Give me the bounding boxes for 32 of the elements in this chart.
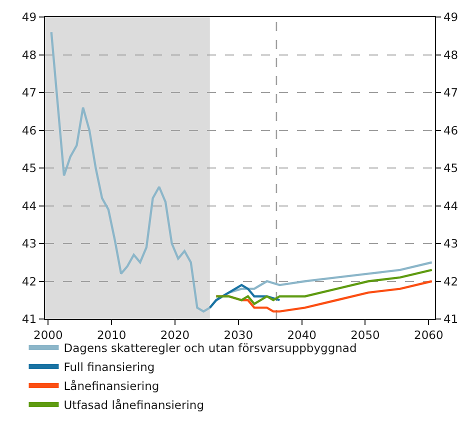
y2-tick-label: 44: [443, 198, 458, 213]
y2-tick-label: 48: [443, 48, 458, 62]
line-series: [50, 31, 433, 313]
x-tick-label: 2050: [350, 328, 380, 342]
y-tick-label: 42: [22, 274, 37, 288]
y2-tick-label: 41: [443, 312, 458, 326]
line-series: [208, 284, 281, 309]
x-tick-label: 2000: [34, 328, 63, 342]
y2-tick-label: 42: [443, 274, 458, 288]
y-tick-label: 41: [22, 312, 37, 326]
legend-label: Utfasad lånefinansiering: [64, 398, 204, 412]
x-tick-label: 2020: [160, 328, 190, 342]
y-tick-label: 46: [22, 123, 37, 138]
y-tick-label: 49: [22, 10, 37, 24]
line-series: [215, 268, 433, 305]
legend-label: Dagens skatteregler och utan försvarsuppbyggnad: [64, 340, 357, 355]
y-tick-label: 47: [22, 86, 37, 100]
y-tick-label: 44: [22, 198, 37, 213]
y2-tick-label: 43: [443, 236, 458, 251]
x-tick-label: 2010: [96, 328, 126, 342]
y2-tick-label: 46: [443, 123, 458, 138]
x-tick-label: 2040: [287, 328, 316, 342]
y2-tick-label: 45: [443, 161, 458, 176]
legend-label: Lånefinansiering: [64, 378, 160, 393]
legend-label: Full finansiering: [64, 360, 155, 374]
y-tick-label: 43: [22, 236, 37, 251]
x-tick-label: 2060: [414, 328, 444, 342]
y-tick-label: 48: [22, 48, 37, 62]
y2-tick-label: 47: [443, 86, 458, 100]
x-tick-label: 2030: [224, 328, 254, 342]
y2-tick-label: 49: [443, 10, 458, 24]
y-tick-label: 45: [22, 161, 37, 176]
